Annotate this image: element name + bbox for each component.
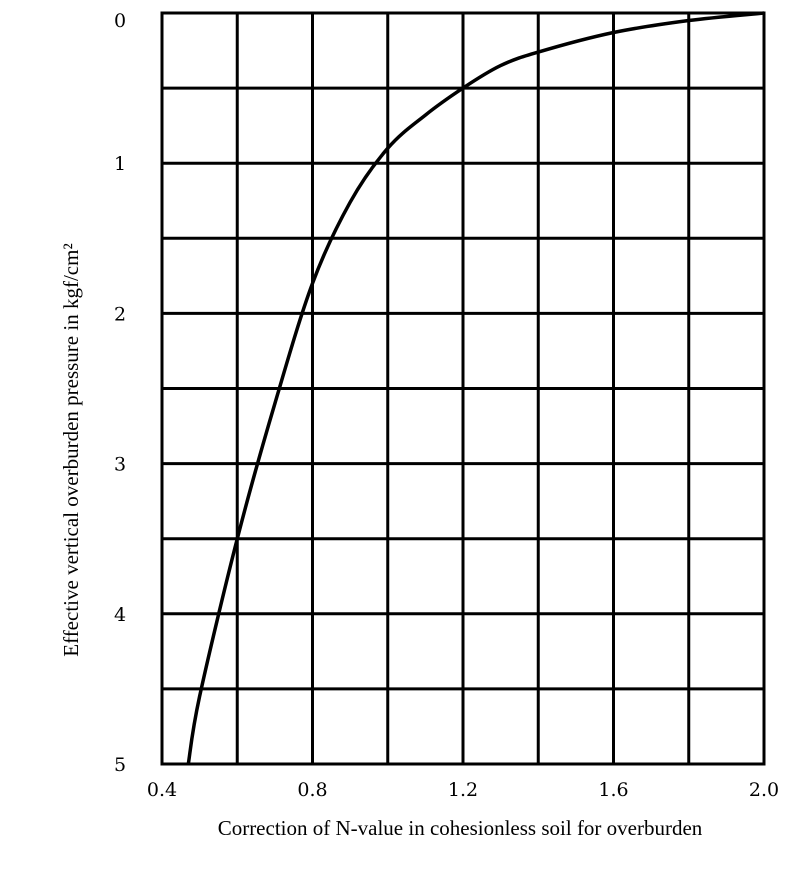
x-axis-label: Correction of N-value in cohesionless so… [218,816,703,840]
plot-frame [160,11,766,766]
y-tick-label: 3 [114,454,126,476]
y-axis-label: Effective vertical overburden pressure i… [59,243,83,657]
x-tick-label: 0.8 [297,779,327,801]
y-tick-labels: 0 1 2 3 4 5 [114,10,126,776]
y-tick-label: 5 [114,754,126,776]
x-tick-label: 2.0 [749,779,779,801]
y-tick-label: 1 [114,153,126,175]
x-tick-labels: 0.4 0.8 1.2 1.6 2.0 [147,779,779,801]
y-tick-label: 2 [114,303,126,325]
x-tick-label: 1.6 [598,779,628,801]
y-tick-label: 4 [114,604,126,626]
grid [162,13,764,764]
y-tick-label: 0 [114,10,126,32]
x-tick-label: 0.4 [147,779,177,801]
correction-curve [186,11,765,765]
x-tick-label: 1.2 [448,779,478,801]
